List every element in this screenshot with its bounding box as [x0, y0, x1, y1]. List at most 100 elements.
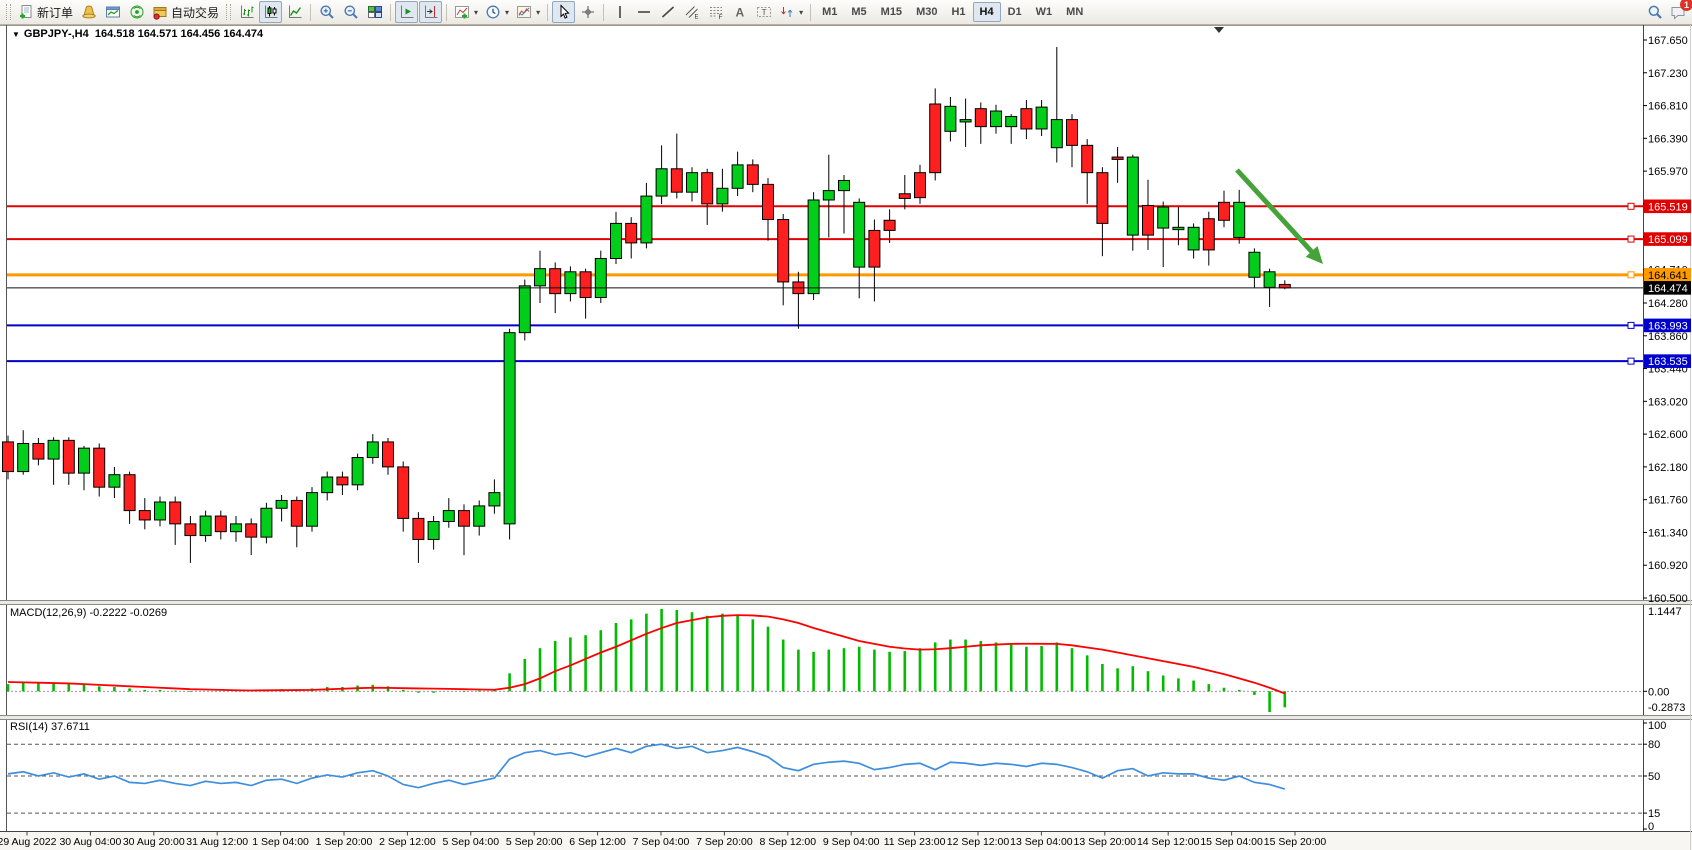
- signals-button[interactable]: [125, 1, 148, 23]
- level-line-handle[interactable]: [1627, 271, 1635, 279]
- candle-body[interactable]: [1096, 172, 1109, 224]
- candle-body[interactable]: [655, 168, 668, 197]
- candle-body[interactable]: [2, 441, 14, 473]
- candle-body[interactable]: [17, 442, 30, 473]
- candle-body[interactable]: [245, 523, 258, 538]
- candle-body[interactable]: [1218, 201, 1230, 221]
- candle-body[interactable]: [62, 439, 75, 474]
- line-chart-button[interactable]: [283, 1, 306, 23]
- timeframe-button-m1[interactable]: M1: [815, 2, 844, 22]
- candle-body[interactable]: [1050, 119, 1063, 149]
- panel-divider[interactable]: [0, 716, 1692, 719]
- candle-body[interactable]: [564, 271, 577, 295]
- chart-shift-button[interactable]: [419, 1, 443, 23]
- candle-body[interactable]: [214, 515, 227, 533]
- panel-divider[interactable]: [0, 601, 1692, 604]
- arrows-button[interactable]: ▾: [776, 1, 806, 23]
- candle-body[interactable]: [534, 268, 546, 287]
- timeframe-button-m30[interactable]: M30: [909, 2, 944, 22]
- auto-scroll-button[interactable]: [395, 1, 419, 23]
- candle-body[interactable]: [230, 523, 242, 533]
- candle-body[interactable]: [594, 258, 607, 299]
- candle-body[interactable]: [838, 179, 850, 192]
- periods-button[interactable]: ▾: [482, 1, 512, 23]
- auto-trading-button[interactable]: 自动交易: [149, 1, 222, 23]
- fibonacci-button[interactable]: F: [704, 1, 727, 23]
- candle-body[interactable]: [929, 103, 942, 174]
- text-button[interactable]: A: [728, 1, 751, 23]
- tile-windows-button[interactable]: [363, 1, 386, 23]
- candle-body[interactable]: [169, 501, 182, 525]
- candle-body[interactable]: [1233, 201, 1246, 238]
- trendline-button[interactable]: [656, 1, 679, 23]
- timeframe-button-h1[interactable]: H1: [944, 2, 972, 22]
- candle-body[interactable]: [701, 172, 714, 205]
- candle-body[interactable]: [366, 441, 379, 459]
- candle-body[interactable]: [625, 222, 638, 244]
- candle-body[interactable]: [442, 510, 455, 523]
- bar-chart-button[interactable]: [235, 1, 258, 23]
- candle-body[interactable]: [518, 285, 531, 334]
- candle-body[interactable]: [1248, 251, 1261, 278]
- candle-body[interactable]: [1202, 218, 1215, 251]
- candle-body[interactable]: [610, 222, 622, 260]
- candle-body[interactable]: [1081, 144, 1094, 174]
- candle-body[interactable]: [959, 119, 972, 123]
- candle-body[interactable]: [807, 199, 820, 295]
- candle-body[interactable]: [290, 499, 303, 527]
- zoom-in-button[interactable]: [315, 1, 338, 23]
- candle-body[interactable]: [473, 505, 486, 527]
- timeframe-button-m5[interactable]: M5: [844, 2, 873, 22]
- candlestick-button[interactable]: [259, 1, 283, 23]
- candle-body[interactable]: [549, 268, 562, 295]
- trend-arrow-head[interactable]: [1305, 246, 1323, 264]
- candle-body[interactable]: [488, 492, 501, 507]
- zoom-out-button[interactable]: [339, 1, 362, 23]
- candle-body[interactable]: [382, 441, 394, 468]
- trend-arrow-annotation[interactable]: [1235, 168, 1314, 254]
- timeframe-button-d1[interactable]: D1: [1001, 2, 1029, 22]
- candle-body[interactable]: [883, 219, 896, 231]
- timeframe-button-w1[interactable]: W1: [1029, 2, 1060, 22]
- level-line-handle[interactable]: [1627, 321, 1635, 329]
- candle-body[interactable]: [108, 474, 121, 488]
- chart-window-button[interactable]: [101, 1, 124, 23]
- candle-body[interactable]: [47, 439, 60, 460]
- channel-button[interactable]: E: [680, 1, 703, 23]
- text-label-button[interactable]: T: [752, 1, 775, 23]
- candle-body[interactable]: [777, 218, 790, 283]
- chart-dropdown-icon[interactable]: ▼: [12, 30, 20, 39]
- candle-body[interactable]: [944, 105, 957, 132]
- candle-body[interactable]: [306, 492, 318, 527]
- candle-body[interactable]: [731, 164, 744, 189]
- candle-body[interactable]: [1111, 156, 1124, 160]
- candle-body[interactable]: [990, 110, 1002, 128]
- candle-body[interactable]: [336, 476, 349, 486]
- timeframe-button-h4[interactable]: H4: [972, 2, 1001, 22]
- candle-body[interactable]: [503, 332, 516, 525]
- candle-body[interactable]: [260, 507, 273, 538]
- candle-body[interactable]: [1157, 206, 1170, 229]
- level-line-handle[interactable]: [1627, 235, 1635, 243]
- new-order-button[interactable]: 新订单: [15, 1, 76, 23]
- candle-body[interactable]: [427, 521, 440, 540]
- candle-body[interactable]: [184, 523, 197, 537]
- cursor-button[interactable]: [552, 1, 576, 23]
- candle-body[interactable]: [275, 499, 288, 509]
- templates-button[interactable]: ▾: [513, 1, 543, 23]
- candle-body[interactable]: [579, 271, 592, 299]
- chart-title[interactable]: ▼ GBPJPY-,H4 164.518 164.571 164.456 164.…: [12, 28, 263, 40]
- indicators-button[interactable]: ▾: [451, 1, 481, 23]
- candle-body[interactable]: [853, 201, 866, 268]
- candle-body[interactable]: [868, 229, 881, 268]
- candle-body[interactable]: [93, 447, 106, 488]
- timeframe-button-mn[interactable]: MN: [1059, 2, 1090, 22]
- horizontal-line-button[interactable]: [632, 1, 655, 23]
- vertical-line-button[interactable]: [608, 1, 631, 23]
- candle-body[interactable]: [1126, 156, 1139, 236]
- candle-body[interactable]: [1020, 108, 1033, 130]
- candle-body[interactable]: [686, 172, 698, 193]
- candle-body[interactable]: [1035, 106, 1048, 130]
- candle-body[interactable]: [822, 190, 835, 201]
